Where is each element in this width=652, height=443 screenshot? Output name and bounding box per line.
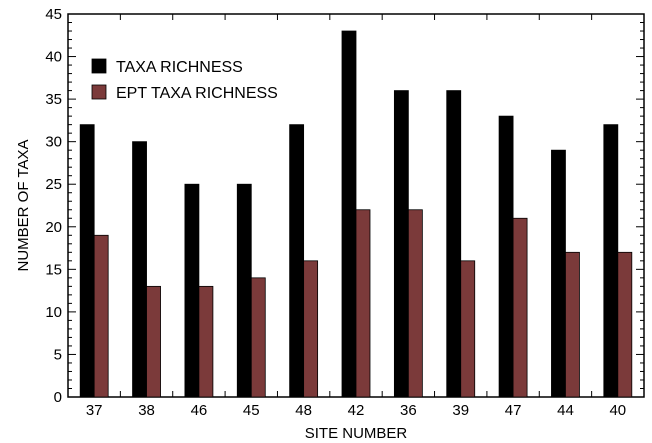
y-tick-labels: 0 5 10 15 20 25 30 35 40 45 xyxy=(45,6,62,406)
x-ticks xyxy=(119,14,593,397)
x-tick-label: 48 xyxy=(295,402,312,419)
bar-ept-taxa-richness-48 xyxy=(303,260,319,398)
y-tick-label: 45 xyxy=(45,6,62,23)
x-tick-label: 42 xyxy=(348,402,365,419)
x-axis-title: SITE NUMBER xyxy=(305,425,408,442)
x-tick-label: 46 xyxy=(191,402,208,419)
bar-ept-taxa-richness-44 xyxy=(565,251,580,398)
bar-taxa-richness-46 xyxy=(184,183,200,398)
x-tick-label: 38 xyxy=(138,402,155,419)
x-tick-labels: 37 38 46 45 48 42 36 39 47 44 40 xyxy=(86,402,626,419)
bar-ept-taxa-richness-47 xyxy=(512,217,528,398)
bar-taxa-richness-36 xyxy=(393,90,409,398)
x-tick-label: 47 xyxy=(505,402,522,419)
y-tick-label: 30 xyxy=(45,134,62,151)
bar-taxa-richness-44 xyxy=(551,149,566,398)
y-tick-label: 5 xyxy=(54,346,62,363)
bar-ept-taxa-richness-40 xyxy=(617,251,633,398)
minor-ticks xyxy=(68,22,644,389)
bar-taxa-richness-48 xyxy=(289,124,305,398)
bar-ept-taxa-richness-46 xyxy=(198,285,214,398)
bar-taxa-richness-37 xyxy=(79,124,95,398)
bar-ept-taxa-richness-39 xyxy=(460,260,476,398)
bar-ept-taxa-richness-45 xyxy=(250,277,266,398)
x-tick-label: 40 xyxy=(609,402,626,419)
y-tick-label: 20 xyxy=(45,219,62,236)
legend-swatch-taxa-richness xyxy=(91,58,107,74)
bar-ept-taxa-richness-36 xyxy=(407,209,423,398)
major-ticks xyxy=(68,13,644,398)
y-tick-label: 0 xyxy=(54,389,62,406)
legend-label-taxa-richness: TAXA RICHNESS xyxy=(116,59,243,76)
y-tick-label: 40 xyxy=(45,49,62,66)
bars xyxy=(79,30,633,398)
y-tick-label: 15 xyxy=(45,261,62,278)
bar-taxa-richness-38 xyxy=(132,141,147,398)
legend: TAXA RICHNESS EPT TAXA RICHNESS xyxy=(91,58,278,102)
y-tick-label: 25 xyxy=(45,176,62,193)
bar-ept-taxa-richness-37 xyxy=(93,234,109,398)
y-tick-label: 10 xyxy=(45,304,62,321)
bar-ept-taxa-richness-42 xyxy=(355,209,371,398)
x-tick-label: 45 xyxy=(243,402,260,419)
legend-label-ept-taxa-richness: EPT TAXA RICHNESS xyxy=(116,85,278,102)
bar-taxa-richness-45 xyxy=(236,183,252,398)
x-tick-label: 36 xyxy=(400,402,417,419)
legend-swatch-ept-taxa-richness xyxy=(91,84,107,100)
bar-taxa-richness-47 xyxy=(498,115,514,398)
bar-taxa-richness-39 xyxy=(446,90,462,398)
plot-area xyxy=(67,13,645,398)
y-axis-title: NUMBER OF TAXA xyxy=(15,140,32,272)
bar-taxa-richness-42 xyxy=(341,30,357,398)
bar-ept-taxa-richness-38 xyxy=(146,285,161,398)
bar-taxa-richness-40 xyxy=(603,124,619,398)
x-tick-label: 39 xyxy=(452,402,469,419)
y-tick-label: 35 xyxy=(45,91,62,108)
x-tick-label: 44 xyxy=(557,402,574,419)
x-tick-label: 37 xyxy=(86,402,103,419)
